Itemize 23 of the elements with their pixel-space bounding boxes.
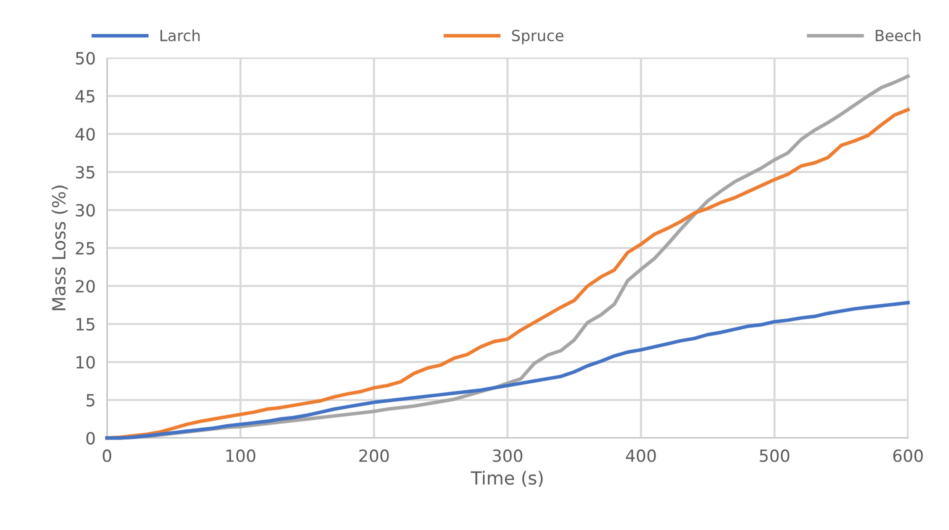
x-tick-label: 400	[626, 449, 656, 462]
y-tick-label: 50	[76, 52, 95, 65]
x-tick-label: 200	[359, 449, 389, 462]
y-axis-title: Mass Loss (%)	[52, 186, 68, 310]
legend-label: Larch	[160, 29, 200, 42]
x-tick-label: 600	[893, 449, 923, 462]
y-tick-label: 30	[76, 204, 95, 217]
x-tick-label: 300	[492, 449, 522, 462]
y-tick-label: 40	[75, 128, 95, 141]
x-tick-label: 500	[760, 449, 790, 462]
y-tick-label: 5	[86, 394, 94, 407]
y-tick-label: 35	[76, 166, 94, 179]
y-tick-label: 0	[86, 432, 95, 445]
x-axis-title: Time (s)	[470, 470, 543, 487]
y-tick-label: 25	[76, 242, 94, 255]
y-tick-label: 15	[76, 318, 94, 331]
y-tick-label: 10	[76, 356, 95, 369]
y-tick-label: 45	[75, 90, 94, 103]
legend-label: Beech	[876, 29, 920, 42]
x-tick-label: 100	[226, 449, 256, 462]
y-tick-label: 20	[76, 280, 95, 293]
x-tick-label: 0	[102, 449, 112, 462]
legend-label: Spruce	[512, 30, 564, 44]
